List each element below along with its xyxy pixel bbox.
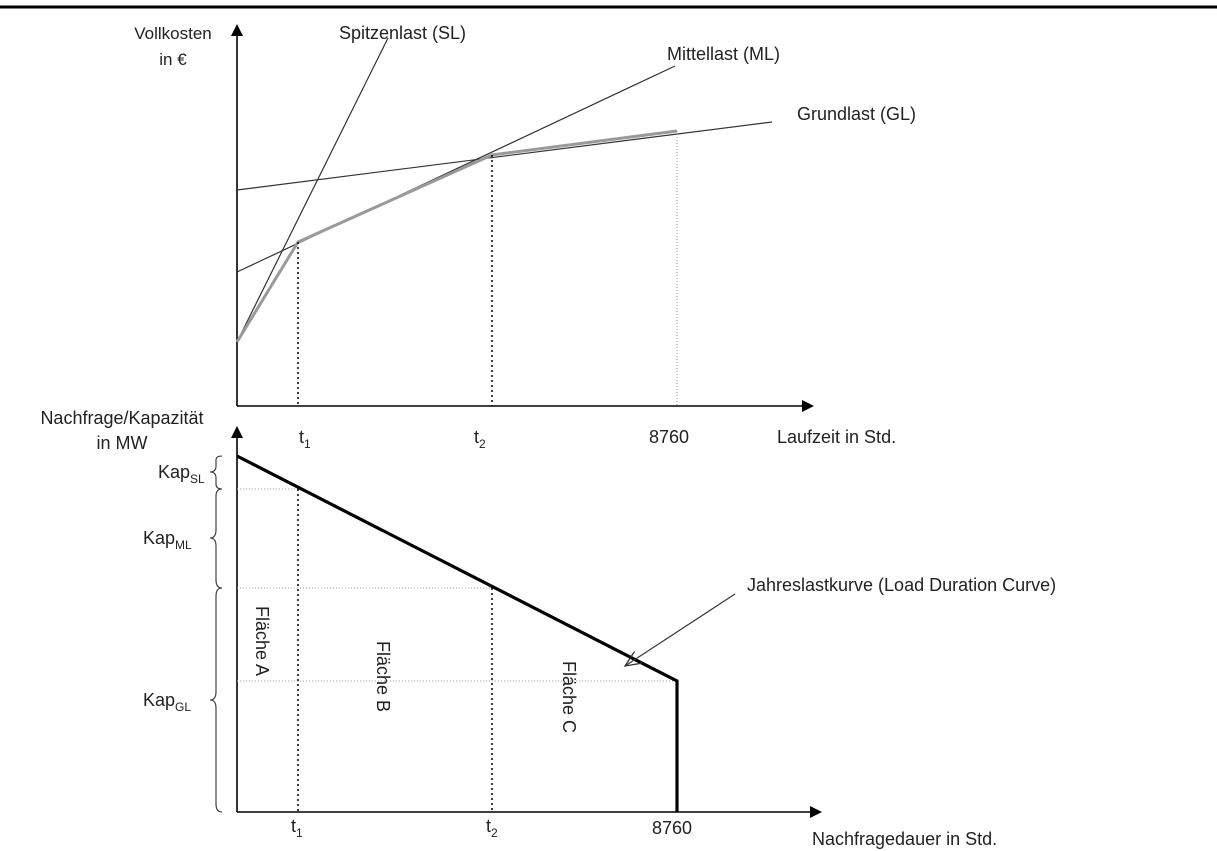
gl-cost-line xyxy=(236,121,773,191)
kap-gl-brace xyxy=(209,587,223,813)
sl-line-label: Spitzenlast (SL) xyxy=(339,23,466,43)
load-chart: Nachfrage/Kapazität in MW KapSL KapML Ka… xyxy=(40,408,1056,849)
cost-chart: Vollkosten in € Spitzenlast (SL) Mittell… xyxy=(134,23,916,451)
area-a-label: Fläche A xyxy=(252,606,272,676)
area-b-label: Fläche B xyxy=(373,641,393,712)
kap-ml-brace xyxy=(209,488,223,589)
cost-x-axis-label: Laufzeit in Std. xyxy=(777,427,896,447)
cost-tick-8760: 8760 xyxy=(649,427,689,447)
cost-y-axis-label-2: in € xyxy=(159,50,187,69)
cost-tick-t2: t2 xyxy=(474,427,486,451)
kap-ml-label: KapML xyxy=(143,528,192,552)
ml-line-label: Mittellast (ML) xyxy=(667,44,780,64)
gl-line-label: Grundlast (GL) xyxy=(797,104,916,124)
curve-pointer-arrow xyxy=(625,593,736,666)
load-y-axis-label-2: in MW xyxy=(97,433,148,453)
cost-envelope xyxy=(235,129,678,343)
load-tick-t1: t1 xyxy=(291,816,303,840)
kap-sl-label: KapSL xyxy=(158,462,205,486)
load-tick-t2: t2 xyxy=(486,816,498,840)
sl-cost-line xyxy=(236,37,389,343)
kap-gl-label: KapGL xyxy=(143,690,191,714)
cost-tick-t1: t1 xyxy=(299,427,311,451)
load-duration-curve xyxy=(236,454,679,812)
load-x-axis-label: Nachfragedauer in Std. xyxy=(812,829,997,849)
area-c-label: Fläche C xyxy=(559,661,579,733)
load-curve-label: Jahreslastkurve (Load Duration Curve) xyxy=(747,575,1056,595)
cost-y-axis-label-1: Vollkosten xyxy=(134,24,212,43)
kap-sl-brace xyxy=(209,455,223,490)
load-tick-8760: 8760 xyxy=(652,818,692,838)
load-y-axis-label-1: Nachfrage/Kapazität xyxy=(40,408,203,428)
